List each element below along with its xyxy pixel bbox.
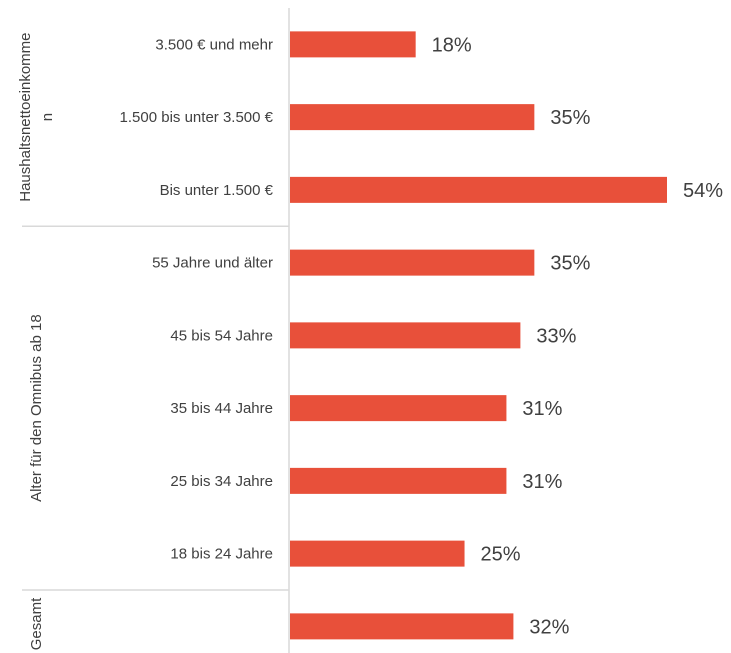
group-labels: Haushaltsnettoeinkomme n Alter für den Omn… (17, 32, 289, 650)
bar (290, 540, 465, 567)
bar (290, 176, 667, 203)
bar (290, 467, 507, 494)
group-label: n (39, 113, 56, 121)
group-label: Haushaltsnettoeinkomme (17, 32, 34, 201)
value-label: 35% (550, 107, 590, 129)
value-label: 25% (481, 544, 521, 566)
value-labels: 18% 35% 54% 35% 33% 31% 31% 25% 32% (432, 34, 724, 638)
bar (290, 322, 521, 349)
category-label: 25 bis 34 Jahre (170, 473, 273, 490)
value-label: 18% (432, 34, 472, 56)
value-label: 32% (529, 616, 569, 638)
value-label: 35% (550, 253, 590, 275)
category-label: 18 bis 24 Jahre (170, 546, 273, 563)
category-label: 45 bis 54 Jahre (170, 327, 273, 344)
category-label: 1.500 bis unter 3.500 € (120, 109, 274, 126)
group-label: Alter für den Omnibus ab 18 (28, 314, 45, 502)
bar (290, 249, 535, 276)
value-label: 31% (522, 398, 562, 420)
category-label: Bis unter 1.500 € (160, 182, 274, 199)
bar (290, 31, 416, 58)
value-label: 33% (536, 325, 576, 347)
category-label: 3.500 € und mehr (155, 36, 273, 53)
bar (290, 613, 514, 640)
category-label: 55 Jahre und älter (152, 255, 273, 272)
category-labels: 3.500 € und mehr 1.500 bis unter 3.500 € B… (120, 36, 274, 562)
bar (290, 395, 507, 422)
value-label: 54% (683, 180, 723, 202)
bars (290, 31, 667, 640)
category-label: 35 bis 44 Jahre (170, 400, 273, 417)
bar (290, 104, 535, 131)
group-label: Gesamt (28, 597, 45, 650)
value-label: 31% (522, 471, 562, 493)
